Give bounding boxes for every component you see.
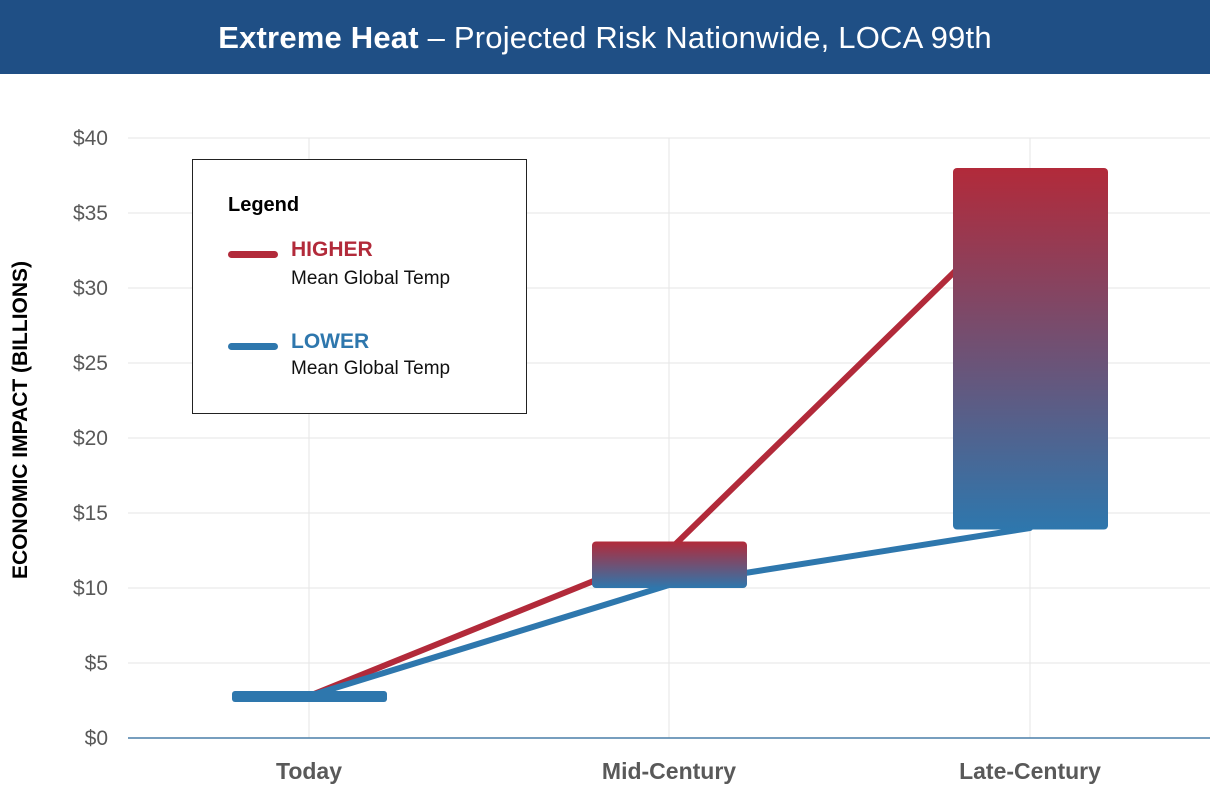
range-bar-today — [232, 691, 387, 702]
x-category-label: Today — [276, 758, 342, 784]
y-tick-label: $5 — [85, 652, 108, 675]
legend-higher-swatch — [228, 251, 278, 258]
y-tick-label: $30 — [73, 277, 108, 300]
legend-lower-swatch — [228, 343, 278, 350]
legend-title: Legend — [228, 194, 300, 216]
y-tick-label: $15 — [73, 502, 108, 525]
legend-lower-sub: Mean Global Temp — [291, 358, 451, 379]
chart-header: Extreme Heat – Projected Risk Nationwide… — [0, 0, 1210, 74]
range-bars — [232, 168, 1108, 702]
range-bar-late-century — [953, 168, 1108, 530]
y-tick-label: $10 — [73, 577, 108, 600]
legend-box: Legend HIGHER Mean Global Temp LOWER Mea… — [192, 159, 527, 414]
y-tick-labels: $0 $5 $10 $15 $20 $25 $30 $35 $40 — [73, 127, 108, 750]
y-tick-label: $0 — [85, 727, 108, 750]
chart-title-rest: – Projected Risk Nationwide, LOCA 99th — [418, 20, 992, 55]
x-category-labels: Today Mid-Century Late-Century — [276, 758, 1101, 784]
legend-higher-name: HIGHER — [291, 238, 373, 261]
x-category-label: Late-Century — [959, 758, 1101, 784]
chart-title-bold: Extreme Heat — [218, 20, 419, 55]
range-bar-mid-century — [592, 541, 747, 588]
y-tick-label: $20 — [73, 427, 108, 450]
y-tick-label: $35 — [73, 202, 108, 225]
x-category-label: Mid-Century — [602, 758, 736, 784]
y-tick-label: $25 — [73, 352, 108, 375]
legend-higher-sub: Mean Global Temp — [291, 268, 451, 289]
legend-lower-name: LOWER — [291, 330, 370, 353]
y-tick-label: $40 — [73, 127, 108, 150]
